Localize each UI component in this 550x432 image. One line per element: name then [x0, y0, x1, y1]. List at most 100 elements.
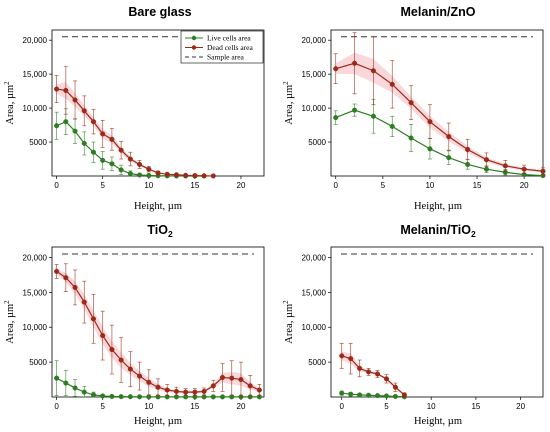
data-point: [54, 268, 60, 274]
data-point: [81, 108, 87, 114]
data-point: [146, 172, 152, 179]
x-tick-label: 10: [144, 402, 153, 411]
series-dead: [54, 66, 216, 179]
y-tick-label: 20,000: [23, 36, 48, 45]
x-tick-label: 20: [516, 402, 525, 411]
data-point: [100, 333, 106, 339]
data-point: [155, 170, 161, 176]
x-tick-label: 10: [144, 181, 153, 190]
x-tick-label: 5: [381, 181, 386, 190]
data-point: [109, 347, 115, 353]
x-tick-label: 20: [237, 181, 246, 190]
data-point: [183, 389, 189, 395]
chart-title-subscript: 2: [168, 229, 173, 239]
data-point: [374, 371, 381, 377]
y-tick-label: 5000: [29, 358, 47, 367]
data-point: [137, 373, 143, 379]
legend-label-live: Live cells area: [207, 34, 251, 43]
x-tick-label: 0: [333, 181, 338, 190]
series-live: [54, 360, 262, 400]
data-point: [118, 357, 124, 363]
data-point: [164, 387, 170, 393]
x-tick-label: 15: [190, 402, 199, 411]
series-dead: [333, 32, 546, 175]
legend-marker-dead: [191, 45, 197, 50]
data-point: [72, 128, 78, 134]
chart-2: Melanin/ZnO Area, µm2 Height, µm 0 5 10 15 20 50…: [282, 5, 546, 212]
data-point: [446, 134, 452, 140]
data-point: [127, 156, 133, 162]
data-point: [370, 68, 376, 74]
data-point: [383, 393, 390, 399]
data-point: [229, 375, 235, 381]
data-point: [540, 168, 546, 174]
data-point: [348, 391, 354, 397]
data-point: [483, 157, 490, 163]
chart-title: TiO2: [147, 223, 173, 239]
y-tick-label: 15,000: [302, 288, 327, 297]
data-point: [72, 97, 78, 103]
data-point: [173, 388, 179, 394]
y-axis-label-superscript: 2: [3, 81, 11, 85]
data-point: [173, 172, 179, 178]
data-point: [408, 100, 414, 106]
chart-title-subscript: 2: [471, 229, 476, 239]
data-point: [72, 385, 78, 391]
data-point: [137, 161, 143, 168]
y-tick-label: 5000: [308, 358, 326, 367]
data-point: [54, 123, 60, 129]
chart-3: TiO2 Area, µm2 Height, µm 0 5 10 15 20 5000 10,00…: [3, 223, 265, 427]
data-point: [63, 119, 69, 125]
x-tick-label: 15: [190, 181, 199, 190]
data-point: [401, 392, 407, 398]
y-tick-label: 5000: [308, 138, 326, 147]
error-band: [56, 268, 260, 394]
data-point: [352, 107, 358, 113]
data-point: [63, 275, 69, 281]
chart-title: Melanin/ZnO: [401, 5, 476, 19]
data-point: [118, 167, 124, 173]
data-point: [256, 387, 262, 393]
y-axis-label: Area, µm2: [3, 81, 16, 125]
data-point: [366, 369, 372, 375]
plot-frame: [330, 29, 544, 177]
data-point: [357, 392, 363, 398]
x-tick-label: 20: [520, 181, 529, 190]
data-point: [210, 173, 216, 179]
data-point: [465, 161, 471, 168]
data-point: [164, 171, 170, 177]
data-point: [109, 161, 115, 167]
data-point: [90, 392, 97, 398]
data-point: [521, 166, 527, 172]
data-point: [100, 393, 106, 399]
data-point: [238, 377, 244, 383]
data-point: [219, 374, 226, 381]
data-point: [219, 394, 226, 400]
y-axis-label: Area, µm2: [282, 300, 295, 344]
y-tick-label: 10,000: [302, 104, 327, 113]
data-point: [465, 146, 471, 153]
data-point: [183, 172, 189, 178]
data-point: [333, 115, 339, 121]
data-point: [137, 394, 143, 400]
data-point: [192, 173, 198, 179]
data-point: [201, 173, 207, 179]
y-tick-label: 15,000: [302, 70, 327, 79]
legend-label-sample: Sample area: [207, 53, 245, 62]
data-point: [348, 356, 354, 362]
plot-frame: [330, 246, 544, 398]
data-point: [81, 140, 87, 146]
data-point: [201, 388, 207, 394]
data-point: [63, 87, 69, 93]
data-point: [352, 60, 358, 66]
x-axis-label: Height, µm: [134, 416, 182, 427]
y-tick-label: 10,000: [302, 323, 327, 332]
series-line: [335, 62, 544, 172]
chart-title: Melanin/TiO2: [400, 223, 476, 239]
x-tick-label: 0: [54, 181, 59, 190]
data-point: [127, 366, 133, 372]
data-point: [109, 393, 115, 399]
data-point: [483, 166, 490, 172]
x-tick-label: 10: [425, 181, 434, 190]
